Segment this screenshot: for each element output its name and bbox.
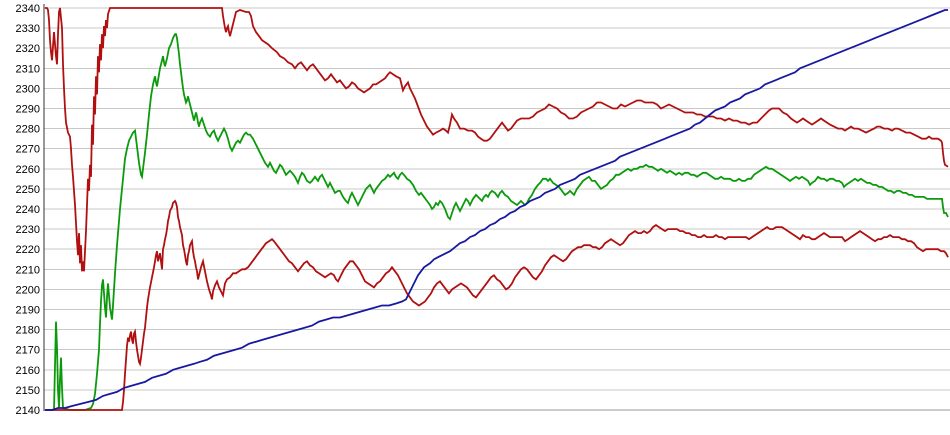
y-tick-label: 2190 xyxy=(16,305,40,317)
y-tick-label: 2140 xyxy=(16,405,40,417)
y-tick-label: 2180 xyxy=(16,325,40,337)
y-tick-label: 2170 xyxy=(16,345,40,357)
red-lower-band xyxy=(45,199,949,411)
y-tick-label: 2200 xyxy=(16,284,40,296)
y-tick-label: 2330 xyxy=(16,23,40,35)
y-tick-label: 2250 xyxy=(16,184,40,196)
y-tick-label: 2210 xyxy=(16,264,40,276)
y-tick-label: 2270 xyxy=(16,144,40,156)
y-tick-label: 2300 xyxy=(16,83,40,95)
y-tick-label: 2260 xyxy=(16,164,40,176)
y-tick-label: 2310 xyxy=(16,63,40,75)
y-tick-label: 2230 xyxy=(16,224,40,236)
y-tick-label: 2290 xyxy=(16,104,40,116)
y-tick-label: 2340 xyxy=(16,3,40,15)
y-tick-label: 2280 xyxy=(16,124,40,136)
y-tick-label: 2150 xyxy=(16,385,40,397)
y-tick-label: 2320 xyxy=(16,43,40,55)
y-tick-label: 2160 xyxy=(16,365,40,377)
y-tick-label: 2220 xyxy=(16,244,40,256)
green-middle-line xyxy=(45,33,949,411)
y-tick-label: 2240 xyxy=(16,204,40,216)
blue-rising-line xyxy=(45,9,948,411)
red-upper-band xyxy=(45,7,949,272)
